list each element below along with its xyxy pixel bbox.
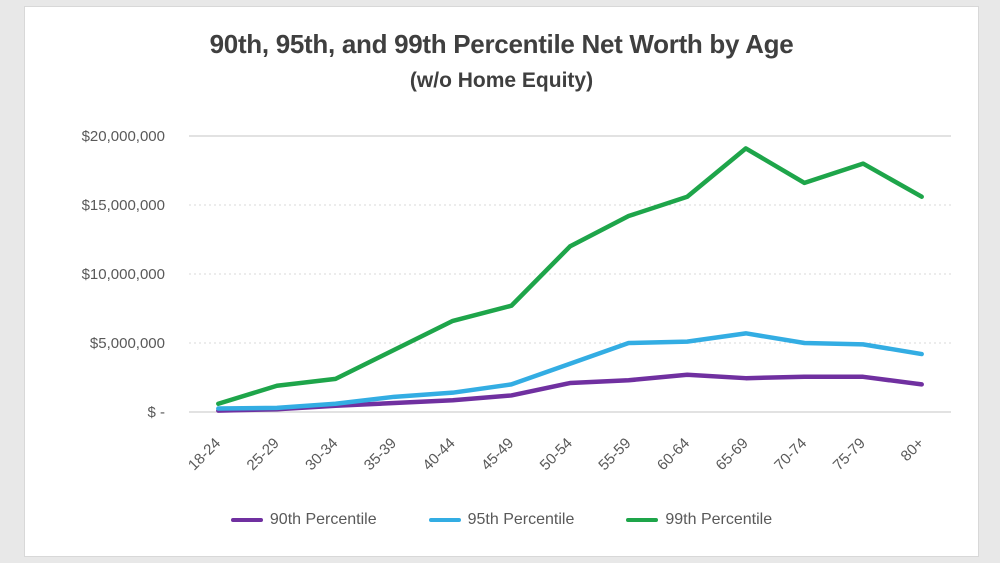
- x-axis-tick-label: 65-69: [713, 435, 752, 474]
- x-axis-tick-label: 45-49: [478, 435, 517, 474]
- y-axis-tick-label: $20,000,000: [82, 128, 165, 145]
- chart-title: 90th, 95th, and 99th Percentile Net Wort…: [209, 29, 794, 59]
- series-line-99th-percentile: [216, 146, 924, 406]
- chart-legend: 90th Percentile 95th Percentile 99th Per…: [25, 511, 978, 529]
- legend-swatch-95th-percentile: [428, 517, 461, 523]
- legend-item-99th-percentile: 99th Percentile: [626, 511, 772, 529]
- legend-item-95th-percentile: 95th Percentile: [428, 511, 575, 529]
- x-axis-tick-label: 35-39: [361, 435, 400, 474]
- x-axis-tick-label: 40-44: [419, 435, 458, 474]
- y-axis-tick-label: $15,000,000: [82, 197, 165, 214]
- chart-subtitle: (w/o Home Equity): [409, 69, 594, 92]
- legend-swatch-99th-percentile: [626, 517, 659, 523]
- y-axis-tick-label: $5,000,000: [90, 335, 165, 352]
- chart-plot: $ - $5,000,000 $10,000,000 $15,000,000 $20,0…: [82, 128, 951, 474]
- x-axis-tick-label: 60-64: [654, 435, 693, 474]
- legend-swatch-90th-percentile: [230, 517, 263, 523]
- x-axis-tick-label: 25-29: [244, 435, 283, 474]
- legend-item-90th-percentile: 90th Percentile: [230, 511, 377, 529]
- legend-label-95th-percentile: 95th Percentile: [467, 511, 575, 528]
- legend-label-99th-percentile: 99th Percentile: [665, 511, 773, 528]
- x-axis-tick-label: 30-34: [302, 435, 341, 474]
- x-axis-tick-label: 50-54: [537, 435, 576, 474]
- x-axis-tick-label: 80+: [898, 435, 928, 465]
- chart-card: 90th, 95th, and 99th Percentile Net Wort…: [24, 6, 979, 557]
- x-axis-tick-label: 75-79: [830, 435, 869, 474]
- x-axis-tick-label: 70-74: [771, 435, 810, 474]
- legend-label-90th-percentile: 90th Percentile: [269, 511, 377, 528]
- y-axis-tick-label: $ -: [147, 404, 165, 421]
- x-axis-tick-label: 18-24: [185, 435, 224, 474]
- series-line-95th-percentile: [216, 331, 924, 411]
- y-axis-tick-label: $10,000,000: [82, 266, 165, 283]
- x-axis-tick-label: 55-59: [595, 435, 634, 474]
